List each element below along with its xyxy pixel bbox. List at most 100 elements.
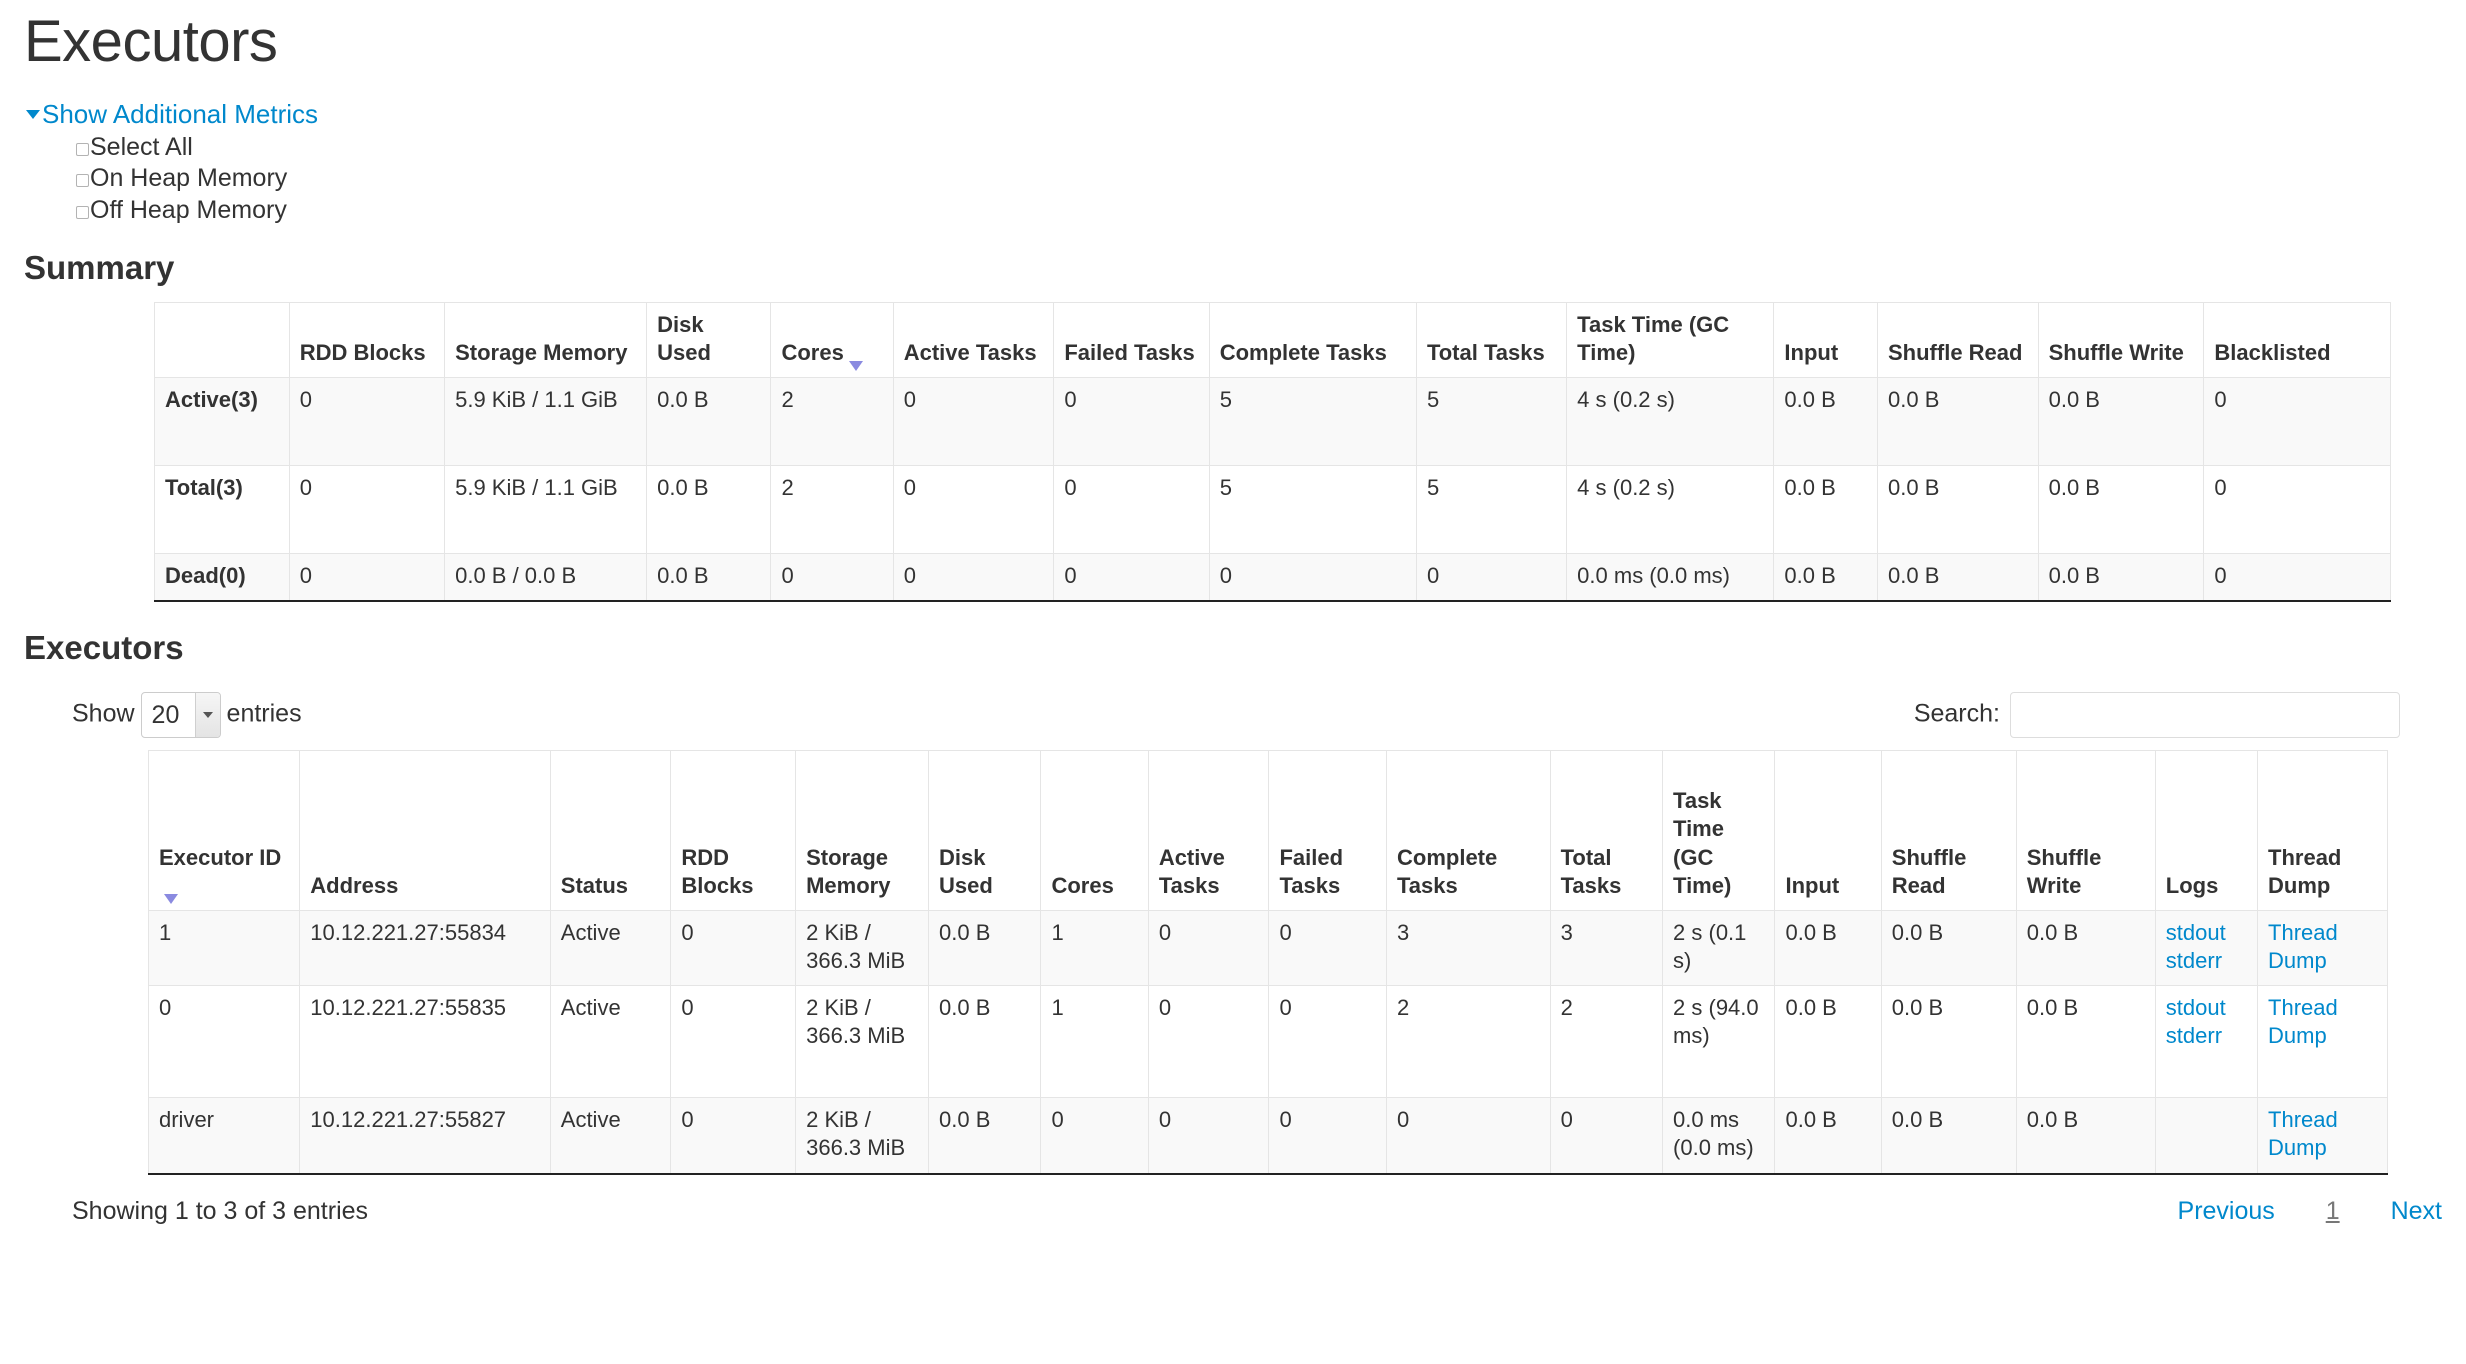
col-thread-dump[interactable]: Thread Dump [2257,749,2388,911]
cell-complete-tasks: 0 [1208,553,1417,603]
cell-rdd-blocks: 0 [670,910,797,987]
summary-header-row: RDD Blocks Storage Memory Disk Used Core… [154,301,2391,379]
search-input[interactable] [2010,691,2400,738]
cell-disk-used: 0.0 B [928,985,1042,1099]
thread-dump-link[interactable]: Thread Dump [2268,995,2338,1049]
cell-thread-dump: Thread Dump [2257,985,2388,1099]
summary-col-blank[interactable] [154,301,290,379]
col-rdd-blocks[interactable]: RDD Blocks [670,749,797,911]
summary-col-cores[interactable]: Cores [770,301,894,379]
cell-shuffle-read: 0.0 B [1877,465,2039,555]
cell-active-tasks: 0 [892,465,1055,555]
thread-dump-link[interactable]: Thread Dump [2268,919,2338,974]
cell-blacklisted: 0 [2203,377,2391,467]
cell-cores: 2 [770,377,894,467]
pagination: Previous 1 Next [2134,1197,2442,1226]
cell-executor-id: 0 [147,985,301,1099]
col-active-tasks[interactable]: Active Tasks [1147,749,1270,911]
col-shuffle-write[interactable]: Shuffle Write [2015,749,2156,911]
datatable-footer: Showing 1 to 3 of 3 entries Previous 1 N… [72,1197,2442,1247]
table-row: Total(3) 0 5.9 KiB / 1.1 GiB 0.0 B 2 0 0… [154,465,2391,555]
cell-blacklisted: 0 [2203,553,2391,603]
thread-dump-link[interactable]: Thread Dump [2268,1107,2338,1161]
executors-header-row: Executor ID Address Status RDD Blocks St… [147,749,2388,911]
summary-col-shuffle-read[interactable]: Shuffle Read [1877,301,2039,379]
metric-option-off-heap-memory[interactable]: Off Heap Memory [76,196,2442,225]
entries-per-page-select[interactable]: 204060100 [140,691,221,738]
cell-rdd-blocks: 0 [288,553,446,603]
summary-col-failed-tasks[interactable]: Failed Tasks [1053,301,1210,379]
col-input[interactable]: Input [1774,749,1882,911]
col-status[interactable]: Status [549,749,672,911]
col-total-tasks[interactable]: Total Tasks [1549,749,1664,911]
col-failed-tasks[interactable]: Failed Tasks [1268,749,1387,911]
col-executor-id[interactable]: Executor ID [147,749,301,911]
cell-status: Active [549,985,672,1099]
entries-info: Showing 1 to 3 of 3 entries [72,1196,369,1225]
cell-total-tasks: 0 [1549,1097,1664,1175]
col-task-time[interactable]: Task Time (GC Time) [1662,749,1776,911]
metric-option-select-all[interactable]: Select All [76,132,2442,162]
cell-failed-tasks: 0 [1268,1097,1387,1175]
summary-col-total-tasks[interactable]: Total Tasks [1415,301,1568,379]
col-storage-memory[interactable]: Storage Memory [795,749,930,911]
cell-address: 10.12.221.27:55827 [299,1097,551,1175]
on-heap-memory-checkbox[interactable] [76,174,89,188]
cell-input: 0.0 B [1773,553,1878,603]
cell-task-time: 2 s (94.0 ms) [1662,985,1776,1099]
additional-metrics-block: Show Additional Metrics Select All On He… [26,98,2442,225]
summary-col-shuffle-write[interactable]: Shuffle Write [2037,301,2205,379]
cell-cores: 0 [1040,1097,1149,1175]
cell-rdd-blocks: 0 [670,985,797,1099]
summary-col-input[interactable]: Input [1773,301,1878,379]
previous-page-button[interactable]: Previous [2177,1196,2275,1225]
cell-shuffle-write: 0.0 B [2037,465,2205,555]
col-cores[interactable]: Cores [1040,749,1149,911]
stdout-link[interactable]: stdout [2165,995,2226,1021]
executors-table-body: 1 10.12.221.27:55834 Active 0 2 KiB / 36… [147,910,2388,1175]
summary-col-blacklisted[interactable]: Blacklisted [2203,301,2391,379]
length-select-wrap: 204060100 [135,691,227,738]
cell-disk-used: 0.0 B [928,910,1042,987]
cell-cores: 2 [770,465,894,555]
stderr-link[interactable]: stderr [2165,1023,2223,1049]
cell-shuffle-read: 0.0 B [1880,910,2017,987]
cell-address: 10.12.221.27:55835 [299,985,551,1099]
stdout-link[interactable]: stdout [2165,919,2226,945]
col-complete-tasks[interactable]: Complete Tasks [1386,749,1551,911]
cell-active-tasks: 0 [892,377,1055,467]
cell-cores: 1 [1040,985,1149,1099]
cell-status: Active [549,910,672,987]
col-logs[interactable]: Logs [2154,749,2259,911]
show-additional-metrics-label: Show Additional Metrics [42,98,319,129]
stderr-link[interactable]: stderr [2165,948,2223,974]
summary-col-task-time[interactable]: Task Time (GC Time) [1566,301,1775,379]
cell-logs: stdout stderr [2154,985,2259,1099]
cell-complete-tasks: 3 [1386,910,1551,987]
cell-active-tasks: 0 [1147,1097,1270,1175]
metric-option-on-heap-memory[interactable]: On Heap Memory [76,165,2442,193]
summary-col-complete-tasks[interactable]: Complete Tasks [1208,301,1417,379]
next-page-button[interactable]: Next [2390,1196,2442,1225]
col-disk-used[interactable]: Disk Used [928,749,1042,911]
cell-complete-tasks: 2 [1386,985,1551,1099]
cell-logs [2154,1097,2259,1175]
summary-col-rdd-blocks[interactable]: RDD Blocks [288,301,446,379]
cell-cores: 0 [770,553,894,603]
cell-storage-memory: 5.9 KiB / 1.1 GiB [444,377,648,467]
caret-down-icon [26,109,40,119]
col-address[interactable]: Address [299,749,551,911]
select-all-checkbox[interactable] [76,142,89,156]
additional-metrics-list: Select All On Heap Memory Off Heap Memor… [76,132,2442,225]
col-shuffle-read[interactable]: Shuffle Read [1880,749,2017,911]
summary-col-active-tasks[interactable]: Active Tasks [892,301,1055,379]
show-additional-metrics-toggle[interactable]: Show Additional Metrics [26,98,319,129]
cell-failed-tasks: 0 [1268,985,1387,1099]
summary-col-storage-memory[interactable]: Storage Memory [444,301,648,379]
off-heap-memory-checkbox[interactable] [76,205,89,219]
cell-storage-memory: 0.0 B / 0.0 B [444,553,648,603]
summary-col-disk-used[interactable]: Disk Used [646,301,772,379]
cell-shuffle-write: 0.0 B [2015,910,2156,987]
metric-option-label: Select All [90,132,193,161]
page-number-1[interactable]: 1 [2325,1196,2340,1225]
